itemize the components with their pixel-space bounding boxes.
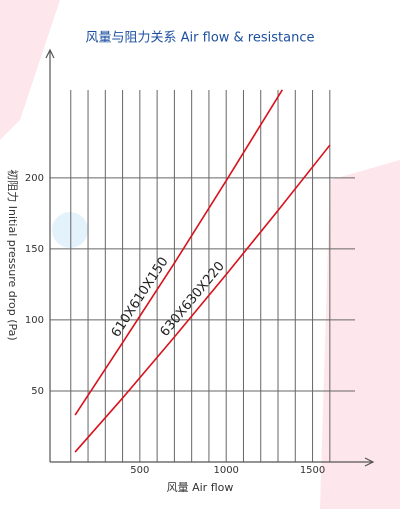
y-tick-label: 200	[25, 173, 44, 184]
x-axis-label: 风量 Air flow	[167, 481, 234, 494]
y-axis-label: 初阻力 Initial pressure drop (Pa)	[6, 169, 20, 340]
x-axis-arrow	[364, 457, 375, 467]
data-line	[74, 89, 284, 416]
data-line	[74, 144, 331, 453]
y-tick-label: 100	[25, 315, 44, 326]
y-tick-label: 50	[31, 386, 44, 397]
x-tick-label: 1500	[300, 465, 325, 476]
y-tick-label: 150	[25, 244, 44, 255]
decoration	[52, 212, 88, 248]
decoration	[320, 160, 400, 509]
chart-title: 风量与阻力关系 Air flow & resistance	[86, 31, 315, 46]
x-tick-label: 1000	[213, 465, 238, 476]
y-axis-arrow	[45, 48, 55, 59]
x-tick-label: 500	[130, 465, 149, 476]
series-label: 630X630X220	[157, 259, 227, 340]
decoration	[0, 0, 60, 140]
